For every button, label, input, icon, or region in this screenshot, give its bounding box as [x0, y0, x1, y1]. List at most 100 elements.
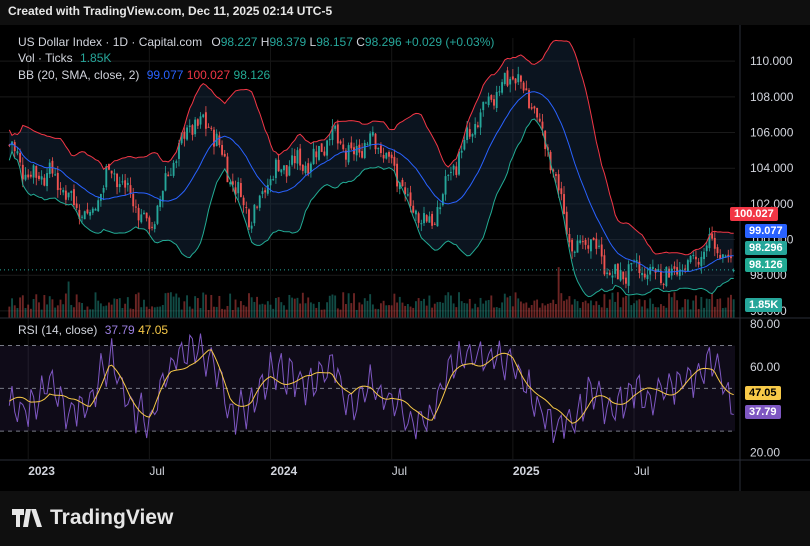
candle-body — [388, 151, 390, 157]
candle-body — [530, 107, 533, 109]
volume-bar — [8, 306, 11, 318]
volume-bar — [417, 298, 420, 318]
candle-body — [603, 255, 606, 275]
candle-body — [191, 125, 194, 135]
volume-bar — [479, 297, 482, 318]
volume-bar — [409, 306, 412, 318]
candle-body — [449, 171, 452, 173]
rsi-pane — [0, 333, 735, 444]
candle-body — [274, 159, 277, 179]
candle-body — [495, 91, 498, 109]
candle-body — [678, 269, 681, 276]
candle-body — [285, 165, 288, 177]
volume-bar — [363, 298, 366, 318]
bb-lower-value: 98.126 — [233, 68, 271, 82]
volume-bar — [334, 295, 337, 318]
candle-body — [555, 174, 557, 176]
candle-body — [43, 177, 46, 186]
candle-body — [126, 182, 129, 185]
candle-body — [452, 165, 455, 170]
candle-body — [307, 163, 310, 175]
volume-bar — [455, 307, 458, 318]
candle-body — [64, 190, 67, 200]
volume-bar — [204, 294, 207, 318]
candle-body — [417, 213, 420, 223]
volume-bar — [471, 308, 474, 318]
volume-bar — [555, 304, 557, 318]
candle-body — [344, 150, 347, 160]
volume-bar — [234, 299, 237, 318]
volume-bar — [401, 302, 404, 318]
volume-bar — [606, 307, 609, 318]
tag-bb-lower: 98.126 — [745, 258, 787, 272]
volume-bar — [226, 305, 229, 318]
candle-body — [573, 251, 576, 253]
volume-bar — [323, 309, 326, 318]
candle-body — [301, 164, 304, 171]
candle-body — [29, 174, 32, 177]
price-tick-label: 110.000 — [750, 54, 793, 68]
volume-bar — [274, 297, 277, 318]
candle-body — [390, 154, 393, 159]
legend-bb: BB (20, SMA, close, 2) 99.077 100.027 98… — [18, 67, 270, 83]
volume-bar — [105, 305, 108, 318]
candle-body — [239, 183, 242, 197]
volume-bar — [266, 301, 269, 318]
candle-body — [221, 144, 224, 155]
candle-body — [681, 269, 684, 271]
volume-bar — [441, 302, 444, 318]
candle-body — [514, 78, 517, 84]
volume-bar — [56, 305, 59, 318]
candle-body — [441, 194, 444, 206]
volume-bars — [8, 267, 735, 318]
candle-body — [490, 95, 493, 100]
volume-bar — [681, 307, 684, 318]
volume-bar — [495, 307, 498, 318]
candle-body — [70, 191, 73, 193]
candle-body — [258, 195, 261, 208]
chart-svg[interactable]: 96.00098.000100.000102.000104.000106.000… — [0, 25, 810, 491]
candle-body — [420, 223, 423, 225]
candle-body — [186, 127, 188, 140]
bb-basis-line — [9, 91, 734, 273]
candle-body — [412, 205, 415, 213]
volume-bar — [595, 301, 598, 318]
volume-bar — [587, 303, 590, 318]
candle-body — [560, 188, 563, 195]
ohlc-open: 98.227 — [220, 35, 258, 49]
volume-bar — [668, 293, 670, 318]
candle-body — [571, 239, 574, 252]
candle-body — [231, 181, 234, 185]
tag-bb-upper: 100.027 — [730, 207, 778, 221]
candle-body — [48, 162, 51, 175]
chart-frame[interactable]: 96.00098.000100.000102.000104.000106.000… — [0, 25, 810, 491]
candle-body — [536, 107, 539, 118]
volume-bar — [657, 307, 660, 318]
candle-body — [703, 251, 705, 260]
rsi-label: RSI (14, close) — [18, 323, 98, 337]
volume-bar — [598, 304, 600, 318]
volume-bar — [299, 303, 302, 318]
volume-bar — [239, 301, 242, 318]
candle-body — [110, 170, 113, 174]
volume-bar — [433, 303, 436, 318]
candle-body — [689, 255, 692, 263]
candle-body — [102, 188, 105, 193]
candle-body — [660, 270, 662, 284]
candle-body — [646, 274, 649, 280]
candle-body — [684, 268, 687, 270]
volume-bar — [253, 301, 256, 318]
rsi-value: 37.79 — [104, 323, 135, 337]
candle-body — [379, 145, 382, 154]
volume-bar — [719, 298, 722, 318]
candle-body — [511, 76, 514, 80]
volume-bar — [353, 293, 355, 318]
volume-bar — [638, 299, 641, 318]
volume-bar — [221, 308, 224, 318]
volume-bar — [361, 304, 364, 318]
candle-body — [476, 125, 479, 128]
volume-bar — [538, 307, 541, 318]
volume-bar — [54, 307, 57, 318]
candle-body — [600, 244, 603, 257]
candle-body — [355, 146, 358, 156]
